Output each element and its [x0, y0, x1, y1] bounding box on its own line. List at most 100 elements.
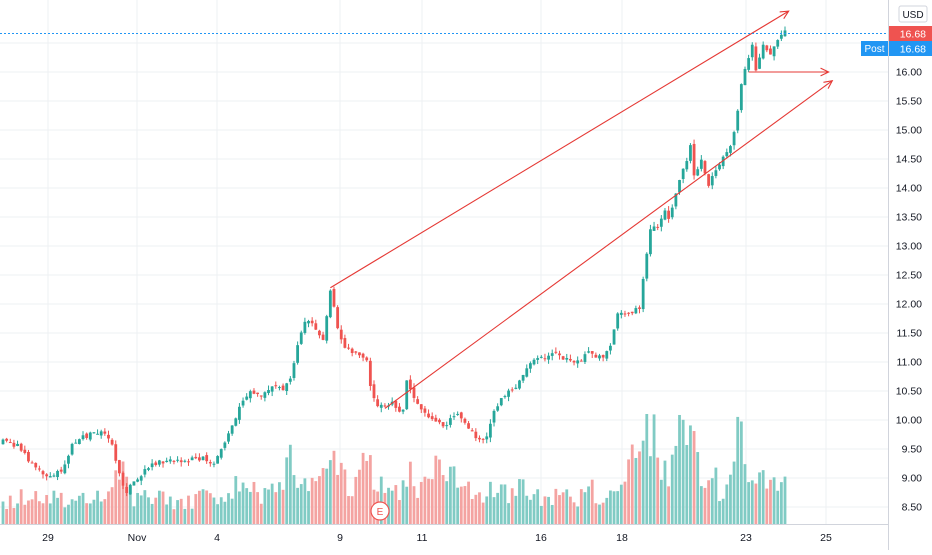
volume-bar-106 [387, 487, 390, 524]
candle-body-79 [288, 378, 292, 382]
volume-bar-18 [67, 504, 70, 524]
candle-170 [619, 310, 623, 319]
last-price-badge: 16.68 [889, 26, 932, 41]
trend-ray-0[interactable] [330, 10, 790, 289]
trend-ray-line-1 [384, 80, 833, 409]
candle-body-184 [670, 207, 674, 218]
volume-bar-210 [765, 488, 769, 524]
volume-bar-154 [561, 492, 565, 524]
candle-8 [30, 460, 34, 464]
candle-71 [259, 395, 263, 400]
candle-body-193 [703, 161, 707, 174]
candle-body-165 [601, 354, 605, 358]
volume-bar-116 [423, 476, 427, 524]
volume-bar-203 [739, 421, 743, 524]
candle-body-15 [56, 470, 59, 478]
volume-bar-191 [696, 452, 700, 524]
volume-bar-70 [256, 492, 260, 524]
volume-bar-119 [434, 455, 438, 524]
candle-body-138 [503, 396, 507, 398]
candle-195 [710, 172, 714, 190]
trend-ray-2[interactable] [748, 67, 830, 77]
currency-badge[interactable]: USD [898, 5, 928, 23]
candle-15 [56, 469, 59, 481]
volume-bar-184 [670, 454, 674, 524]
candle-body-30 [110, 439, 114, 445]
candle-1 [5, 437, 9, 443]
volume-bar-65 [238, 491, 241, 524]
volume-bar-115 [419, 481, 423, 524]
candle-body-17 [63, 464, 67, 474]
time-axis[interactable]: 29 Nov 4 9 11 16 18 23 25 [0, 524, 888, 545]
earnings-marker[interactable]: E [370, 501, 390, 521]
volume-bar-151 [550, 504, 554, 524]
price-tick-label-10: 13.50 [896, 212, 922, 224]
candle-body-141 [514, 387, 518, 389]
candle-body-105 [383, 405, 387, 407]
candle-body-190 [692, 143, 696, 176]
volume-bar-130 [474, 494, 478, 524]
trend-ray-arrowhead-2 [820, 67, 830, 77]
candle-67 [245, 393, 249, 401]
candle-76 [278, 385, 281, 391]
volume-bar-23 [85, 503, 89, 524]
price-tick-label-15: 16.00 [896, 67, 922, 79]
candle-22 [81, 431, 85, 441]
candle-body-144 [525, 368, 529, 377]
price-tick-label-1: 9.00 [902, 473, 923, 485]
volume-bar-149 [543, 496, 547, 524]
trend-ray-1[interactable] [384, 79, 834, 409]
volume-bar-206 [750, 480, 754, 524]
candle-body-169 [616, 313, 620, 329]
volume-bar-14 [52, 490, 56, 524]
candle-46 [168, 456, 172, 464]
candle-body-29 [107, 434, 110, 439]
candle-87 [318, 329, 321, 339]
volume-bar-208 [758, 472, 761, 524]
candle-64 [234, 417, 238, 427]
candle-body-70 [256, 392, 260, 395]
candle-body-158 [576, 360, 580, 364]
candle-body-44 [161, 461, 165, 464]
candle-203 [739, 83, 743, 113]
volume-bar-44 [161, 491, 165, 524]
candle-174 [634, 305, 638, 315]
volume-bar-180 [656, 457, 660, 524]
price-tick-label-6: 11.50 [897, 328, 923, 340]
volume-bar-77 [281, 489, 285, 524]
candle-body-23 [85, 433, 89, 438]
volume-bar-90 [328, 460, 332, 524]
trend-annotations[interactable] [330, 10, 834, 409]
candle-78 [285, 382, 289, 395]
candle-66 [241, 397, 245, 408]
volume-bar-33 [121, 461, 125, 524]
candle-30 [110, 438, 114, 446]
candle-body-87 [318, 330, 321, 336]
candle-35 [128, 483, 132, 495]
candle-body-11 [41, 471, 45, 475]
candle-196 [714, 166, 718, 179]
candle-162 [590, 351, 594, 358]
volume-bar-25 [92, 499, 96, 524]
volume-bar-164 [598, 504, 601, 524]
candle-body-2 [8, 442, 12, 444]
candle-85 [310, 317, 314, 327]
volume-bar-160 [583, 492, 587, 524]
candle-177 [645, 252, 649, 282]
candle-135 [492, 409, 496, 427]
time-tick-label-5: 16 [535, 532, 547, 544]
candle-169 [616, 312, 620, 331]
volume-bar-110 [401, 480, 405, 524]
candle-206 [750, 42, 754, 61]
candle-158 [576, 356, 580, 368]
price-axis[interactable]: 8.50 9.00 9.50 10.00 10.50 11.00 11.50 12.00 12.… [888, 0, 923, 550]
volume-bar-181 [659, 479, 663, 524]
candle-29 [107, 430, 110, 443]
candle-175 [638, 305, 641, 314]
candle-body-135 [492, 410, 496, 423]
candle-126 [459, 411, 463, 423]
volume-bar-17 [63, 507, 67, 524]
volume-bar-86 [314, 481, 318, 524]
